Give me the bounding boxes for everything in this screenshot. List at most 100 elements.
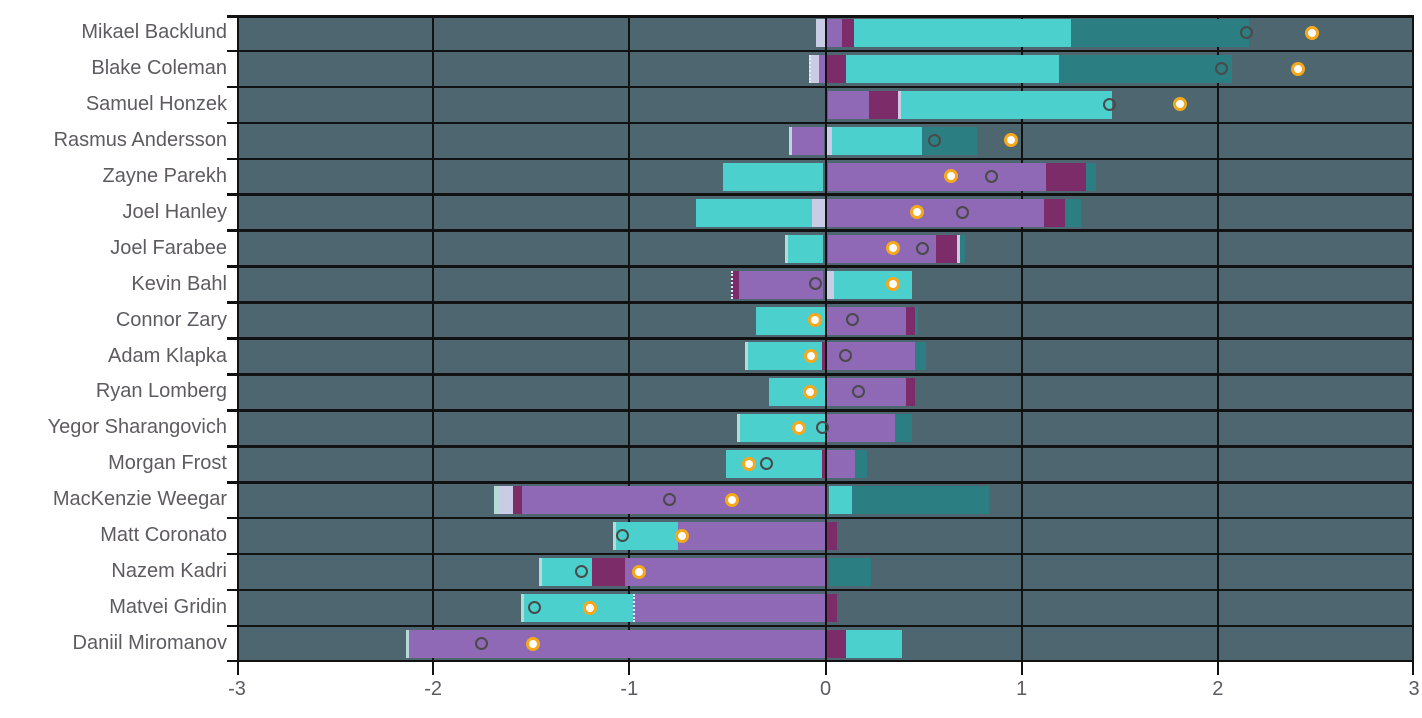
y-axis-tick [227,15,237,18]
bar-segment-lavender [956,234,960,263]
bar-segment-lavender [808,54,819,83]
bar-segment-teal [851,486,990,515]
y-axis-tick [227,624,237,628]
gray-open-circle-marker [1240,25,1254,39]
gridline-horizontal [237,193,1414,196]
gray-open-circle-marker [845,313,859,327]
x-axis-tick [1412,662,1414,675]
gridline-horizontal [237,15,1414,18]
gridline-horizontal [237,624,1414,628]
row-label: Matvei Gridin [109,596,227,619]
bar-segment-cyan [846,54,1059,83]
x-axis-tick-label: -3 [228,678,246,700]
row-label: Ryan Lomberg [95,380,227,403]
x-axis-tick-label: -1 [620,678,639,700]
bar-segment-magenta [1046,162,1087,191]
bar-segment-magenta [825,54,847,83]
yellow-circle-marker [1290,61,1305,76]
bar-segment-magenta [512,486,523,515]
bar-segment-ice [612,522,616,551]
gridline-horizontal [237,265,1414,268]
bar-segment-purple [633,594,826,623]
gray-open-circle-marker [851,385,865,399]
yellow-circle-marker [885,277,900,292]
y-axis-tick [227,588,237,592]
bar-segment-magenta [827,630,847,659]
gray-open-circle-marker [475,636,489,650]
x-axis-tick-label: 3 [1408,678,1420,700]
row-label: MacKenzie Weegar [52,488,227,511]
bar-segment-teal [1086,162,1097,191]
bar-segment-teal [914,306,918,335]
y-axis-tick [227,659,237,662]
bar-segment-lavender [811,198,826,227]
y-axis-tick [227,337,237,340]
y-axis-tick [227,265,237,268]
bar-segment-purple [678,522,827,551]
bar-segment-cyan [834,270,912,299]
gray-open-circle-marker [528,600,542,614]
gray-open-circle-marker [915,241,929,255]
x-axis-tick [432,662,435,675]
yellow-circle-marker [741,456,756,471]
bar-segment-cyan [853,18,1071,47]
bar-segment-teal [959,234,965,263]
bar-segment-magenta [905,306,915,335]
yellow-circle-marker [1173,97,1188,112]
gridline-horizontal [237,85,1414,89]
gridline-horizontal [237,445,1414,448]
row-label: Rasmus Andersson [53,128,227,151]
gridline-horizontal [237,588,1414,592]
yellow-circle-marker [885,241,900,256]
row-label: Kevin Bahl [131,272,227,295]
yellow-circle-marker [525,636,540,651]
row-label: Zayne Parekh [102,164,227,187]
bar-segment-lavender [898,90,902,119]
bar-segment-lavender [498,486,513,515]
x-axis-tick [1216,662,1219,675]
bar-segment-teal [914,342,926,371]
gridline-horizontal [237,516,1414,520]
bar-segment-teal [854,450,867,479]
gridline-horizontal [237,373,1414,376]
bar-segment-cyan [524,594,634,623]
row-label: Blake Coleman [91,56,227,79]
yellow-circle-marker [791,420,806,435]
bar-segment-teal [1058,54,1232,83]
bar-segment-cyan [726,450,822,479]
x-axis-tick-label: -2 [424,678,443,700]
gridline-horizontal [237,481,1414,484]
bar-segment-cyan [829,486,852,515]
bar-segment-purple [826,450,855,479]
gray-open-circle-marker [759,457,773,471]
bar-segment-magenta [905,378,915,407]
bar-segment-purple [828,90,869,119]
y-axis-tick [227,193,237,196]
row-label: Connor Zary [115,308,227,331]
yellow-circle-marker [582,600,597,615]
bar-segment-teal [895,414,912,443]
gray-open-circle-marker [816,421,830,435]
bar-segment-magenta [1044,198,1065,227]
yellow-circle-marker [631,564,646,579]
gridline-horizontal [237,337,1414,340]
row-label: Joel Farabee [110,236,227,259]
yellow-circle-marker [804,349,819,364]
row-label: Morgan Frost [108,452,227,475]
gridline-horizontal [237,659,1414,662]
bar-segment-magenta [936,234,957,263]
gray-open-circle-marker [838,349,852,363]
yellow-circle-marker [674,528,689,543]
bar-segment-purple [818,54,826,83]
gridline-horizontal [237,552,1414,556]
row-label: Matt Coronato [100,524,227,547]
gray-open-circle-marker [955,205,969,219]
bar-segment-lavender [815,18,826,47]
y-axis-tick [227,85,237,89]
bar-segment-ice [737,414,741,443]
bar-segment-ice [539,558,543,587]
yellow-circle-marker [943,169,958,184]
y-axis-tick [227,157,237,161]
bar-segment-ice [745,342,748,371]
